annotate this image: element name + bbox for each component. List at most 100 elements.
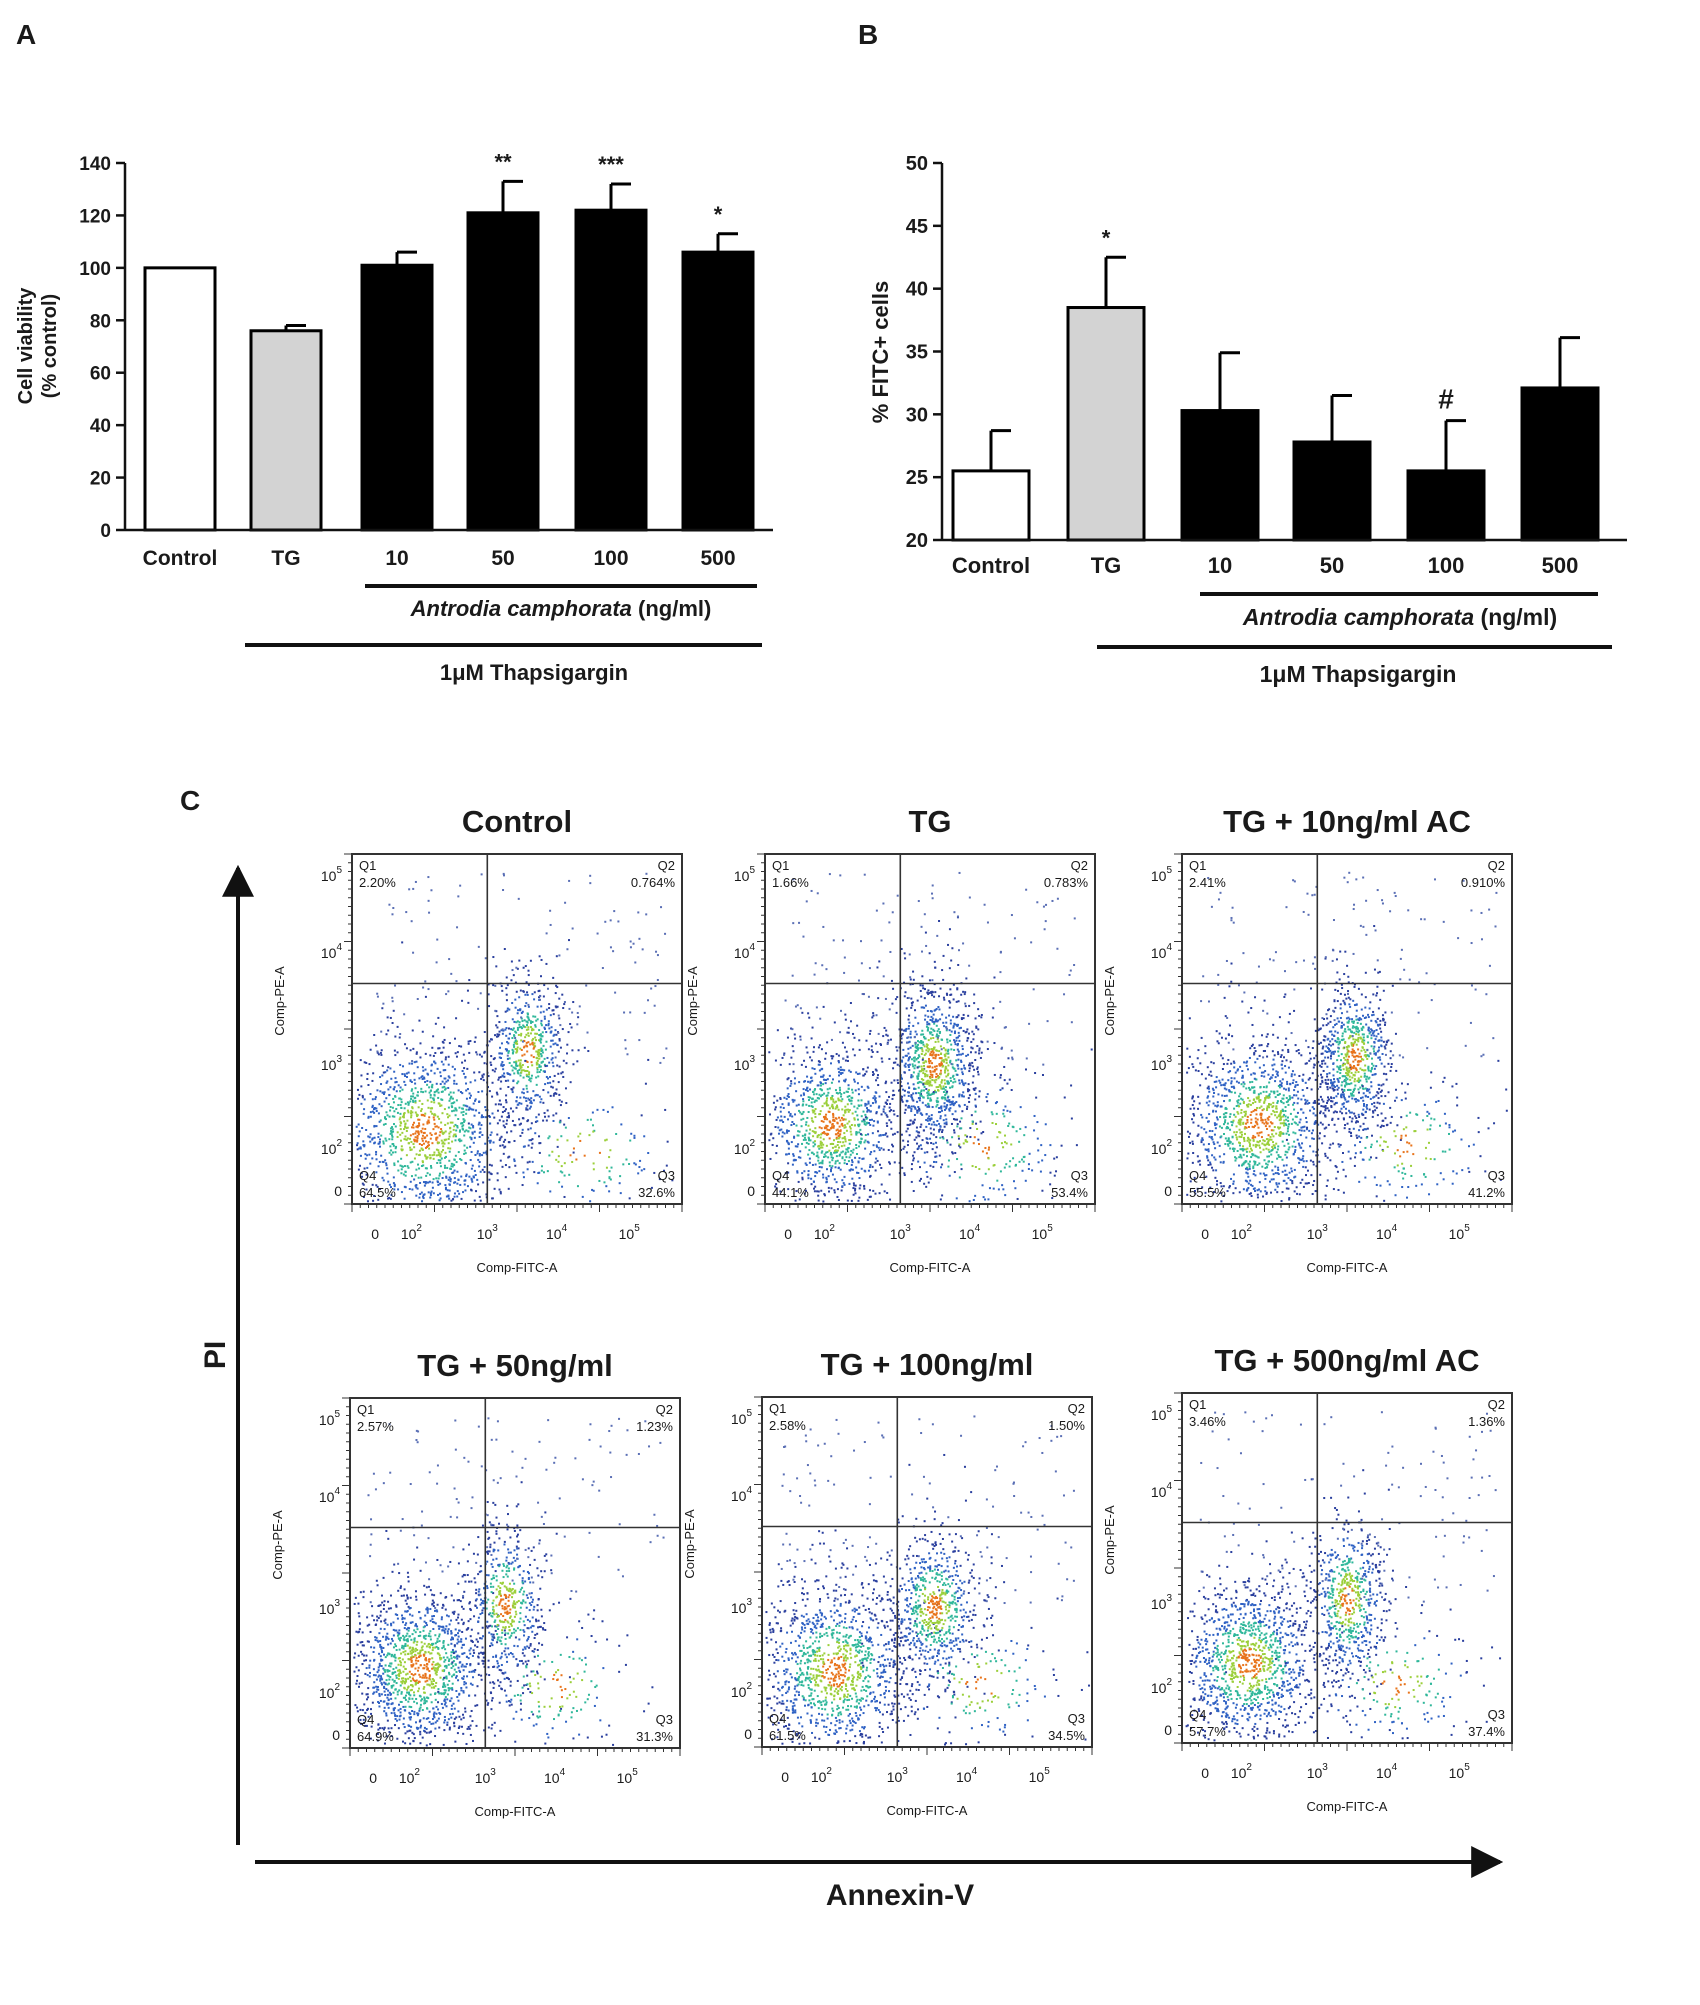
chartA-category-3: 50	[491, 547, 514, 570]
flow-plot-minor-ticks-2	[1174, 853, 1513, 1212]
flow-plot-q2-value-4: 1.50%	[1048, 1418, 1085, 1433]
flow-plot-xtick-0-0: 0	[371, 1226, 379, 1242]
flow-plot-frame-3	[349, 1397, 681, 1749]
flow-plot-q3-value-2: 41.2%	[1468, 1185, 1505, 1200]
flow-plot-5: TG + 500ng/ml AC Q1 3.46% Q2 1.36% Q4 57.7% Q3 3…	[1102, 1343, 1513, 1814]
chartA-tick-label-1: 20	[90, 469, 111, 490]
flow-plot-xtick-2-0: 0	[1201, 1226, 1209, 1242]
flow-plot-xtick-1-2: 103	[890, 1223, 912, 1242]
flow-plot-q1-label-4: Q1	[769, 1401, 786, 1416]
flow-plot-3: TG + 50ng/ml Q1 2.57% Q2 1.23% Q4 64.9% Q3 31.3%…	[270, 1348, 681, 1819]
chart-b-ac-label: Antrodia camphorata (ng/ml)	[1242, 604, 1557, 630]
flow-plot-ylabel-4: Comp-PE-A	[682, 1509, 697, 1579]
chart-a-error-bars	[284, 179, 738, 331]
flow-plot-ytick-0-4: 0	[334, 1183, 342, 1199]
flow-plot-ytick-4-0: 105	[731, 1408, 753, 1427]
flow-plot-xtick-5-2: 103	[1307, 1762, 1329, 1781]
flow-plot-ytick-5-0: 105	[1151, 1404, 1173, 1423]
flow-plot-xtick-0-2: 103	[477, 1223, 499, 1242]
flow-plot-ytick-2-1: 104	[1151, 942, 1173, 961]
flow-plot-ylabel-2: Comp-PE-A	[1102, 966, 1117, 1036]
annexin-axis-label: Annexin-V	[826, 1879, 974, 1912]
chart-a-y-ticks: 0 20 40 60 80 100 120 140	[79, 154, 125, 542]
chartA-bar-2	[360, 263, 434, 532]
flow-plot-4: TG + 100ng/ml Q1 2.58% Q2 1.50% Q4 61.5% Q3 34.5…	[682, 1347, 1093, 1818]
flow-plot-minor-ticks-0	[344, 853, 683, 1212]
flow-plot-xtick-3-0: 0	[369, 1770, 377, 1786]
chartB-bar-3	[1292, 440, 1372, 542]
chartA-tick-label-6: 120	[79, 206, 111, 227]
chart-b-bars	[951, 306, 1600, 542]
chartA-tick-label-5: 100	[79, 259, 111, 280]
chartA-tick-label-7: 140	[79, 154, 111, 175]
flow-plot-xtick-1-3: 104	[959, 1223, 981, 1242]
flow-plot-q3-value-0: 32.6%	[638, 1185, 675, 1200]
flow-plot-1: TG Q1 1.66% Q2 0.783% Q4 44.1% Q3 53.4% 105 104 103…	[685, 804, 1096, 1275]
flow-plot-ytick-2-3: 102	[1151, 1138, 1173, 1157]
flow-plot-ytick-1-4: 0	[747, 1183, 755, 1199]
chartB-category-3: 50	[1320, 553, 1344, 578]
flow-plot-frame-1	[764, 853, 1096, 1205]
panel-letter-b: B	[858, 19, 878, 50]
flow-plot-title-3: TG + 50ng/ml	[417, 1348, 613, 1383]
chart-a-significance-marks: ** ****	[494, 149, 722, 226]
flow-plot-minor-ticks-4	[754, 1396, 1093, 1755]
flow-plot-0: Control Q1 2.20% Q2 0.764% Q4 64.5% Q3 32.6% 105 1…	[272, 804, 683, 1275]
flow-plot-title-5: TG + 500ng/ml AC	[1215, 1343, 1480, 1378]
flow-plot-ytick-0-3: 102	[321, 1138, 343, 1157]
flow-plot-ylabel-3: Comp-PE-A	[270, 1510, 285, 1580]
flow-plot-xlabel-4: Comp-FITC-A	[887, 1803, 968, 1818]
chartA-category-5: 500	[700, 547, 735, 570]
flow-plot-ytick-0-1: 104	[321, 942, 343, 961]
flow-plot-ytick-0-0: 105	[321, 865, 343, 884]
flow-plot-q2-value-3: 1.23%	[636, 1419, 673, 1434]
chartA-bar-4	[574, 208, 648, 532]
flow-plot-q1-value-4: 2.58%	[769, 1418, 806, 1433]
flow-plot-xtick-1-0: 0	[784, 1226, 792, 1242]
flow-plot-ytick-4-4: 0	[744, 1726, 752, 1742]
flow-plot-minor-ticks-3	[342, 1397, 681, 1756]
flow-plot-xtick-3-1: 102	[399, 1767, 421, 1786]
flow-plot-xtick-4-0: 0	[781, 1769, 789, 1785]
chartA-category-4: 100	[593, 547, 628, 570]
flow-plot-ytick-5-4: 0	[1164, 1722, 1172, 1738]
flow-plot-ytick-2-0: 105	[1151, 865, 1173, 884]
flow-plot-xtick-2-4: 105	[1449, 1223, 1471, 1242]
flow-plot-q1-value-2: 2.41%	[1189, 875, 1226, 890]
flow-plot-ytick-3-3: 102	[319, 1682, 341, 1701]
flow-plot-q4-label-3: Q4	[357, 1712, 374, 1727]
chartB-sig-4: #	[1438, 384, 1454, 415]
flow-plot-xtick-5-0: 0	[1201, 1765, 1209, 1781]
flow-plot-xtick-5-4: 105	[1449, 1762, 1471, 1781]
chartB-tick-label-2: 30	[906, 404, 928, 426]
flow-plot-q1-label-5: Q1	[1189, 1397, 1206, 1412]
flow-plot-xlabel-3: Comp-FITC-A	[475, 1804, 556, 1819]
flow-plot-frame-2	[1181, 853, 1513, 1205]
flow-plot-q4-label-4: Q4	[769, 1711, 786, 1726]
chartA-category-2: 10	[385, 547, 408, 570]
flow-plot-frame-4	[761, 1396, 1093, 1748]
flow-plot-q4-value-0: 64.5%	[359, 1185, 396, 1200]
flow-plot-xtick-1-1: 102	[814, 1223, 836, 1242]
chartB-bar-2	[1180, 409, 1260, 542]
flow-plot-q4-label-0: Q4	[359, 1168, 376, 1183]
flow-plot-q3-value-1: 53.4%	[1051, 1185, 1088, 1200]
flow-plot-minor-ticks-5	[1174, 1392, 1513, 1751]
flow-plot-q4-label-1: Q4	[772, 1168, 789, 1183]
flow-plot-ytick-1-0: 105	[734, 865, 756, 884]
flow-plot-q1-value-0: 2.20%	[359, 875, 396, 890]
flow-plot-xtick-3-4: 105	[617, 1767, 639, 1786]
flow-plot-xtick-3-2: 103	[475, 1767, 497, 1786]
flow-plot-minor-ticks-1	[757, 853, 1096, 1212]
flow-plot-q2-label-1: Q2	[1071, 858, 1088, 873]
flow-plot-xlabel-5: Comp-FITC-A	[1307, 1799, 1388, 1814]
flow-plot-q3-label-3: Q3	[656, 1712, 673, 1727]
chartA-bar-0	[143, 266, 217, 532]
chartA-bar-1	[249, 329, 323, 532]
flow-plot-q4-value-5: 57.7%	[1189, 1724, 1226, 1739]
flow-plot-q1-label-0: Q1	[359, 858, 376, 873]
flow-plot-title-1: TG	[908, 804, 951, 839]
flow-plot-q3-label-1: Q3	[1071, 1168, 1088, 1183]
flow-plot-title-4: TG + 100ng/ml	[821, 1347, 1034, 1382]
